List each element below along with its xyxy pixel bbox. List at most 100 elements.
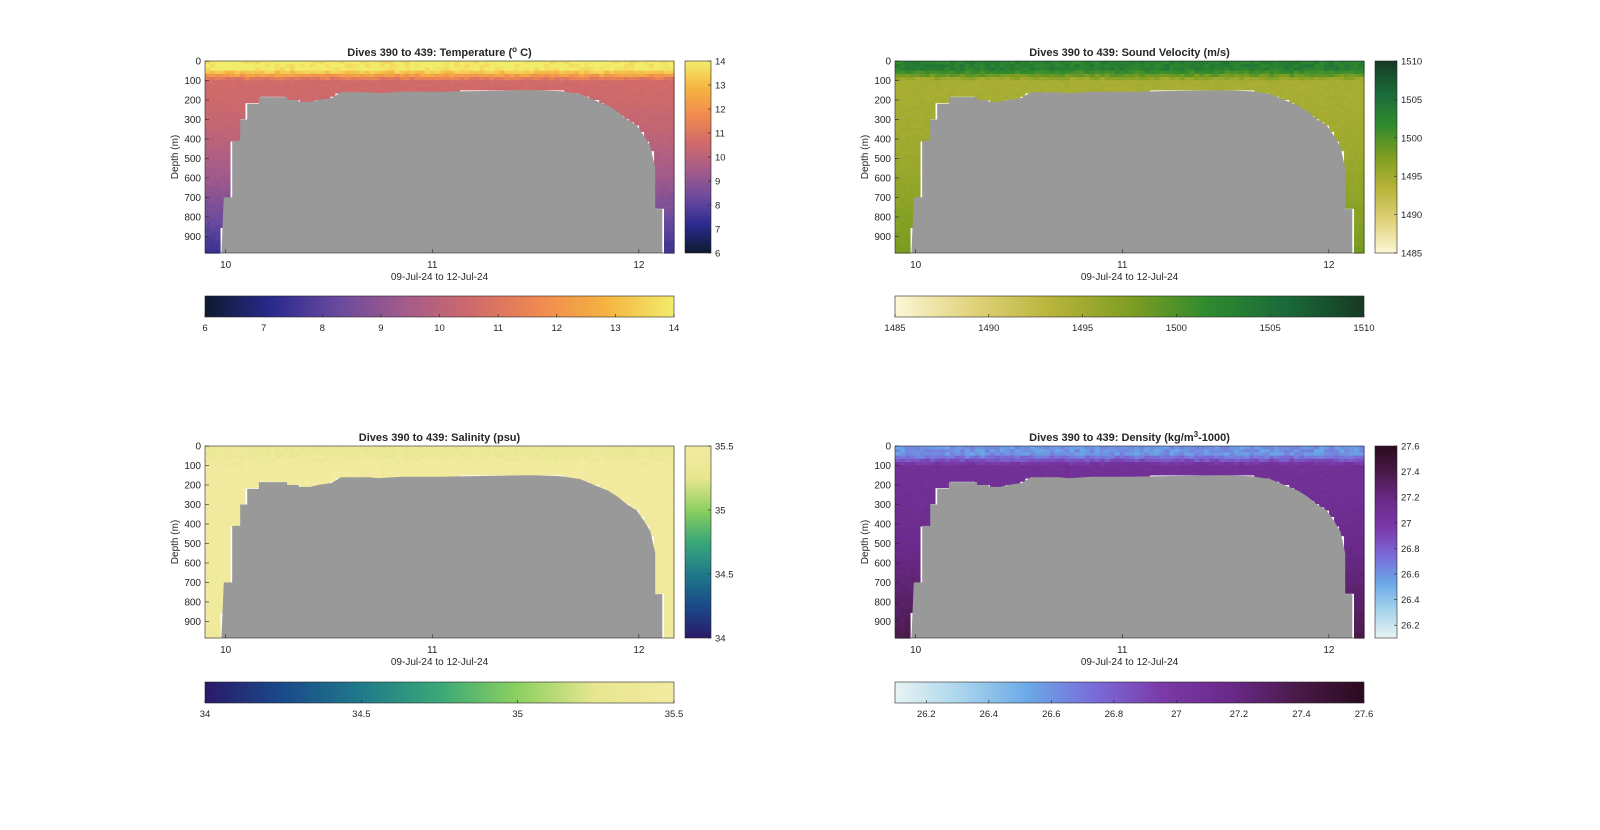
y-tick-label: 200 [874, 480, 891, 491]
y-tick-label: 900 [874, 617, 891, 628]
colorbar-tick-label: 27.2 [1401, 493, 1420, 504]
y-tick-label: 200 [874, 95, 891, 106]
colorbar-horizontal [204, 681, 675, 704]
colorbar-h-tick-label: 12 [551, 323, 562, 334]
y-tick-label: 100 [874, 76, 891, 87]
colorbar-h-tick-label: 27.4 [1292, 709, 1311, 720]
heatmap-cells [895, 446, 1365, 639]
y-tick-label: 500 [874, 154, 891, 165]
panel-1: 0 100 200 300 400 500 600 700 800 900 10 11 12 Dives … [170, 45, 726, 334]
colorbar-horizontal [894, 295, 1365, 318]
y-tick-label: 700 [184, 578, 201, 589]
colorbar-tick-label: 1510 [1401, 57, 1422, 68]
y-tick-label: 100 [184, 461, 201, 472]
panel-2: 0 100 200 300 400 500 600 700 800 900 10 11 12 Dives … [860, 47, 1422, 334]
panel-4: 0 100 200 300 400 500 600 700 800 900 10 11 12 Dives … [860, 430, 1420, 720]
colorbar-h-tick-label: 26.6 [1042, 709, 1061, 720]
colorbar-h-tick-label: 27 [1171, 709, 1182, 720]
y-tick-label: 800 [874, 597, 891, 608]
colorbar-h-tick-label: 7 [261, 323, 266, 334]
x-tick-label: 11 [1117, 260, 1128, 271]
colorbar-tick-label: 35.5 [715, 442, 734, 453]
x-tick-label: 12 [633, 645, 645, 656]
y-tick-label: 300 [184, 115, 201, 126]
colorbar-tick-label: 1505 [1401, 95, 1422, 106]
colorbar-h-tick-label: 35.5 [665, 709, 684, 720]
no-data-region [895, 475, 1364, 638]
colorbar-tick-label: 26.4 [1401, 595, 1420, 606]
axes-frame [894, 445, 1365, 639]
heatmap-cells [205, 446, 675, 639]
y-tick-label: 400 [874, 134, 891, 145]
colorbar-tick-label: 1485 [1401, 249, 1422, 260]
y-tick-label: 300 [874, 115, 891, 126]
colorbar-tick-label: 27.4 [1401, 467, 1420, 478]
colorbar-tick-label: 34 [715, 634, 726, 645]
colorbar-h-tick-label: 9 [378, 323, 383, 334]
colorbar-h-tick-label: 13 [610, 323, 621, 334]
no-data-region [895, 90, 1364, 253]
x-tick-label: 11 [427, 260, 438, 271]
y-axis-label: Depth (m) [170, 520, 181, 564]
y-tick-label: 500 [874, 539, 891, 550]
x-tick-label: 11 [1117, 645, 1128, 656]
y-axis-label: Depth (m) [860, 520, 871, 564]
colorbar-h-tick-label: 26.4 [980, 709, 999, 720]
colorbar-horizontal [894, 681, 1365, 704]
y-tick-label: 400 [184, 134, 201, 145]
x-tick-label: 12 [1323, 645, 1335, 656]
y-tick-label: 600 [874, 173, 891, 184]
colorbar-h-tick-label: 1510 [1353, 323, 1374, 334]
y-tick-label: 100 [184, 76, 201, 87]
y-tick-label: 900 [874, 232, 891, 243]
colorbar-h-tick-label: 27.6 [1355, 709, 1374, 720]
colorbar-h-tick-label: 1485 [884, 323, 905, 334]
y-tick-label: 100 [874, 461, 891, 472]
chart-title: Dives 390 to 439: Sound Velocity (m/s) [1029, 47, 1230, 59]
y-tick-label: 700 [184, 193, 201, 204]
axes-frame [894, 60, 1365, 254]
y-tick-label: 800 [184, 597, 201, 608]
chart-title: Dives 390 to 439: Salinity (psu) [359, 432, 521, 444]
y-tick-label: 500 [184, 539, 201, 550]
y-tick-label: 700 [874, 578, 891, 589]
colorbar-tick-label: 1495 [1401, 172, 1422, 183]
heatmap-cells [205, 61, 675, 254]
x-tick-label: 10 [910, 260, 922, 271]
y-tick-label: 900 [184, 232, 201, 243]
y-tick-label: 0 [885, 57, 891, 68]
colorbar-tick-label: 14 [715, 57, 726, 68]
y-tick-label: 200 [184, 480, 201, 491]
colorbar-vertical [684, 445, 712, 639]
colorbar-h-tick-label: 34.5 [352, 709, 371, 720]
axes-frame [204, 445, 675, 639]
colorbar-h-tick-label: 1495 [1072, 323, 1093, 334]
y-tick-label: 700 [874, 193, 891, 204]
y-tick-label: 800 [184, 212, 201, 223]
colorbar-h-tick-label: 14 [669, 323, 680, 334]
y-tick-label: 600 [184, 173, 201, 184]
y-tick-label: 300 [184, 500, 201, 511]
colorbar-h-tick-label: 10 [434, 323, 445, 334]
y-tick-label: 0 [195, 442, 201, 453]
colorbar-vertical [1374, 60, 1398, 254]
colorbar-h-tick-label: 26.2 [917, 709, 936, 720]
x-axis-label: 09-Jul-24 to 12-Jul-24 [391, 657, 489, 668]
colorbar-tick-label: 26.8 [1401, 544, 1420, 555]
y-axis-label: Depth (m) [860, 135, 871, 179]
chart-title: Dives 390 to 439: Density (kg/m3-1000) [1029, 430, 1230, 444]
colorbar-tick-label: 26.2 [1401, 621, 1420, 632]
x-tick-label: 10 [910, 645, 922, 656]
colorbar-tick-label: 35 [715, 506, 726, 517]
x-tick-label: 12 [1323, 260, 1335, 271]
x-axis-label: 09-Jul-24 to 12-Jul-24 [1081, 657, 1179, 668]
y-tick-label: 0 [885, 442, 891, 453]
colorbar-vertical [1374, 445, 1398, 639]
colorbar-h-tick-label: 1490 [978, 323, 999, 334]
colorbar-tick-label: 11 [715, 129, 725, 140]
no-data-region [205, 475, 674, 638]
x-tick-label: 12 [633, 260, 645, 271]
y-tick-label: 600 [874, 558, 891, 569]
colorbar-h-tick-label: 27.2 [1230, 709, 1249, 720]
